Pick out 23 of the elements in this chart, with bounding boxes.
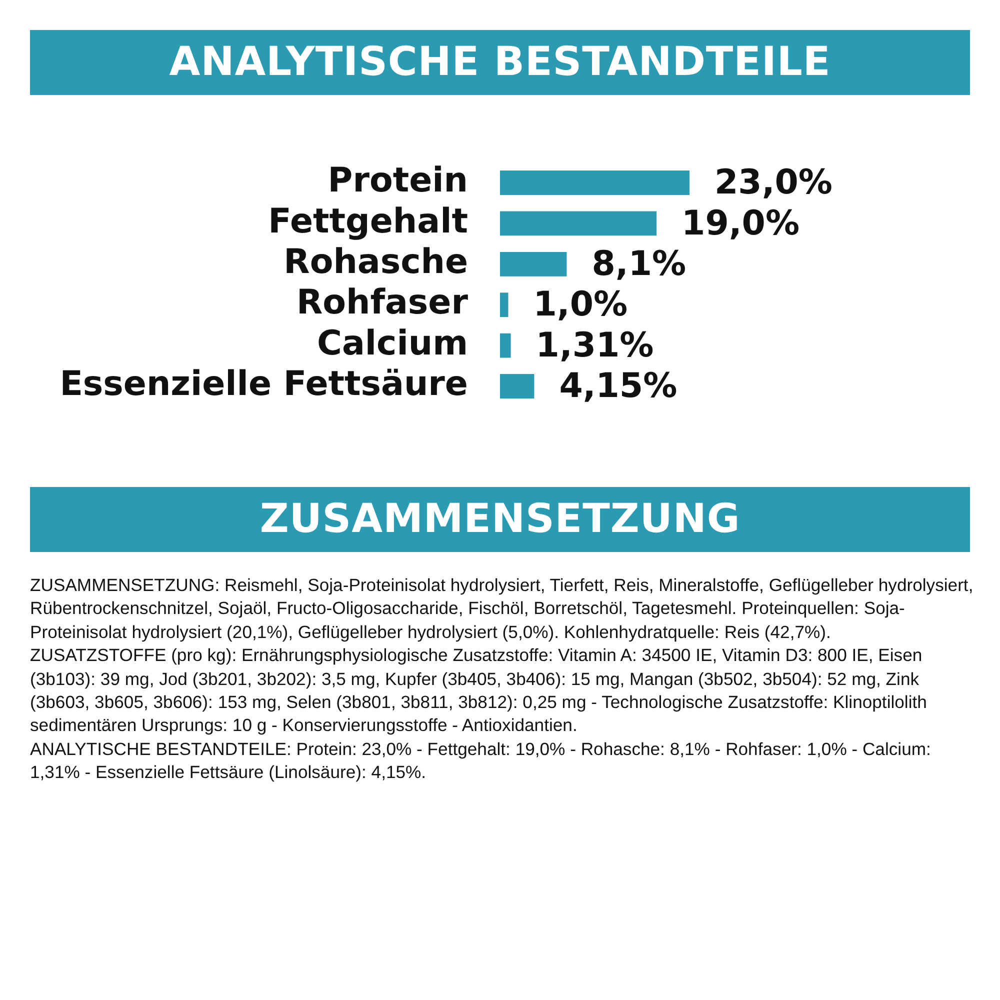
y-tick-label: Essenzielle Fettsäure bbox=[60, 364, 468, 404]
bar bbox=[500, 170, 690, 195]
text: ANALYTISCHE BESTANDTEILE: Protein: 23,0% - Fettgehalt: 19,0% - Rohasche: 8,1% - Rohfaser: 1,0% - Calcium: 1,31% - Essenzielle Fettsäure (Linolsäure): 4,15%. bbox=[30, 738, 932, 784]
data-label: 23,0% bbox=[714, 162, 832, 203]
bar bbox=[500, 333, 511, 358]
y-tick-label: Rohfaser bbox=[296, 282, 468, 323]
chart-title: ANALYTISCHE BESTANDTEILE bbox=[30, 30, 970, 95]
y-tick-label: Fettgehalt bbox=[268, 201, 468, 242]
data-label: 4,15% bbox=[559, 366, 678, 406]
text: ZUSAMMENSETZUNG: Reismehl, Soja-Proteinisolat hydrolysiert, Tierfett, Reis, Mineralstoffe, Geflügelleber hydrolysiert, Rübentrockenschnitzel, Sojaöl, Fructo-Oligosaccharide, Fischöl, Borretschöl, Tagetesmehl. Proteinquellen: Soja-Proteinisolat hydrolysiert (20,1%), Geflügelleber hydrolysiert (5,0%). Kohlenhydratquelle: Reis (42,7%). bbox=[30, 574, 974, 644]
bar bbox=[500, 374, 534, 398]
data-label: 19,0% bbox=[682, 203, 800, 244]
bar bbox=[500, 211, 657, 236]
data-label: 1,0% bbox=[533, 284, 628, 325]
y-tick-label: Rohasche bbox=[284, 242, 468, 282]
y-tick-label: Protein bbox=[328, 160, 468, 201]
bar bbox=[500, 252, 567, 276]
bar bbox=[500, 292, 508, 318]
text: ZUSATZSTOFFE (pro kg): Ernährungsphysiologische Zusatzstoffe: Vitamin A: 34500 IE, Vitamin D3: 800 IE, Eisen (3b103): 39 mg, Jod (3b201, 3b202): 3,5 mg, Kupfer (3b405, 3b406): 15 mg, Mangan (3b502, 3b504): 52 mg, Zink (3b603, 3b605, 3b606): 153 mg, Selen (3b801, 3b811, 3b812): 0,25 mg - Technologische Zusatzstoffe: Klinoptilolith sedimentären Ursprungs: 10 g - Konservierungsstoffe - Antioxidantien. bbox=[30, 644, 928, 738]
data-label: 8,1% bbox=[592, 244, 686, 284]
text: ZUSAMMENSETZUNG bbox=[30, 487, 970, 552]
y-tick-label: Calcium bbox=[317, 323, 468, 364]
data-label: 1,31% bbox=[536, 325, 654, 366]
